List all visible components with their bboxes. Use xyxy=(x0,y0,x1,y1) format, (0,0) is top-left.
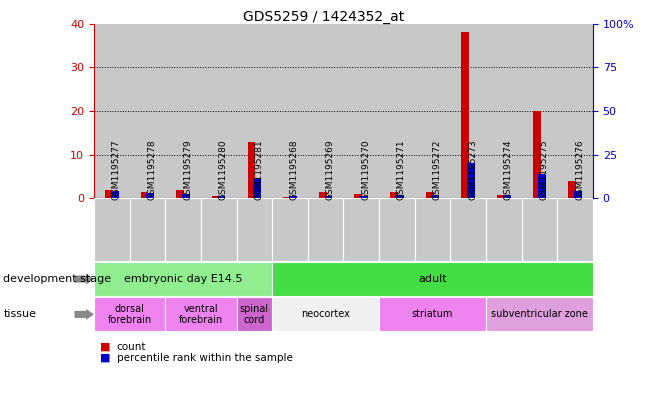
Bar xyxy=(354,194,362,198)
Bar xyxy=(319,192,327,198)
Bar xyxy=(272,198,308,261)
Bar xyxy=(130,24,165,198)
Bar xyxy=(289,196,297,198)
Bar xyxy=(415,24,450,198)
Bar xyxy=(94,298,165,331)
Bar xyxy=(379,198,415,261)
Bar xyxy=(141,192,148,198)
Text: percentile rank within the sample: percentile rank within the sample xyxy=(117,353,292,363)
Bar xyxy=(390,192,398,198)
Bar xyxy=(237,198,272,261)
Bar xyxy=(538,174,546,198)
Text: GSM1195280: GSM1195280 xyxy=(219,140,227,200)
Bar xyxy=(522,24,557,198)
Text: ■: ■ xyxy=(100,342,111,352)
Text: development stage: development stage xyxy=(3,274,111,284)
Bar xyxy=(165,198,201,261)
Bar xyxy=(201,24,237,198)
Text: GSM1195269: GSM1195269 xyxy=(325,140,334,200)
Bar xyxy=(568,181,576,198)
Bar xyxy=(308,24,343,198)
Text: ventral
forebrain: ventral forebrain xyxy=(179,304,223,325)
Text: GSM1195281: GSM1195281 xyxy=(254,140,263,200)
Bar xyxy=(237,298,272,331)
Text: spinal
cord: spinal cord xyxy=(240,304,269,325)
Bar xyxy=(272,262,593,296)
Bar xyxy=(379,24,415,198)
Text: dorsal
forebrain: dorsal forebrain xyxy=(108,304,152,325)
Bar xyxy=(557,198,593,261)
Bar xyxy=(574,191,582,198)
Bar xyxy=(272,24,308,198)
Bar xyxy=(165,298,237,331)
Bar xyxy=(146,193,154,198)
Bar xyxy=(325,196,332,198)
Bar xyxy=(343,24,379,198)
Bar xyxy=(415,198,450,261)
Bar xyxy=(497,195,505,198)
Text: GSM1195277: GSM1195277 xyxy=(111,140,121,200)
Bar xyxy=(212,196,220,198)
Bar xyxy=(379,298,486,331)
Bar xyxy=(461,32,469,198)
Bar xyxy=(105,190,113,198)
Bar xyxy=(253,178,261,198)
Text: GSM1195274: GSM1195274 xyxy=(504,140,513,200)
Bar xyxy=(343,198,379,261)
Text: adult: adult xyxy=(418,274,447,284)
Bar xyxy=(450,198,486,261)
Bar xyxy=(201,198,237,261)
Bar xyxy=(396,195,404,198)
Text: GSM1195273: GSM1195273 xyxy=(468,140,477,200)
Bar xyxy=(467,163,475,198)
Bar xyxy=(237,24,272,198)
Text: striatum: striatum xyxy=(412,309,453,320)
Bar xyxy=(94,24,130,198)
Bar xyxy=(182,194,190,198)
Bar xyxy=(533,111,540,198)
Text: GSM1195278: GSM1195278 xyxy=(148,140,156,200)
Bar xyxy=(283,197,291,198)
Text: count: count xyxy=(117,342,146,352)
Text: GDS5259 / 1424352_at: GDS5259 / 1424352_at xyxy=(244,10,404,24)
Bar xyxy=(94,198,130,261)
Text: tissue: tissue xyxy=(3,309,36,320)
Bar xyxy=(218,196,226,198)
Bar xyxy=(486,198,522,261)
Bar xyxy=(557,24,593,198)
Bar xyxy=(522,198,557,261)
Text: embryonic day E14.5: embryonic day E14.5 xyxy=(124,274,242,284)
Bar xyxy=(94,262,272,296)
Bar xyxy=(272,298,379,331)
Bar xyxy=(165,24,201,198)
Text: subventricular zone: subventricular zone xyxy=(491,309,588,320)
Bar xyxy=(130,198,165,261)
Bar xyxy=(248,141,255,198)
Bar xyxy=(111,191,119,198)
Bar xyxy=(503,195,511,198)
Bar xyxy=(450,24,486,198)
Text: GSM1195272: GSM1195272 xyxy=(433,140,441,200)
Bar xyxy=(432,195,439,198)
Bar xyxy=(360,196,368,198)
Bar xyxy=(176,190,184,198)
Text: neocortex: neocortex xyxy=(301,309,350,320)
Bar xyxy=(486,298,593,331)
Text: GSM1195270: GSM1195270 xyxy=(362,140,370,200)
Bar xyxy=(426,192,434,198)
Bar xyxy=(486,24,522,198)
Text: GSM1195279: GSM1195279 xyxy=(183,140,192,200)
Text: GSM1195275: GSM1195275 xyxy=(539,140,548,200)
Text: GSM1195271: GSM1195271 xyxy=(397,140,406,200)
Text: GSM1195276: GSM1195276 xyxy=(575,140,584,200)
Bar xyxy=(308,198,343,261)
Text: ■: ■ xyxy=(100,353,111,363)
Text: GSM1195268: GSM1195268 xyxy=(290,140,299,200)
